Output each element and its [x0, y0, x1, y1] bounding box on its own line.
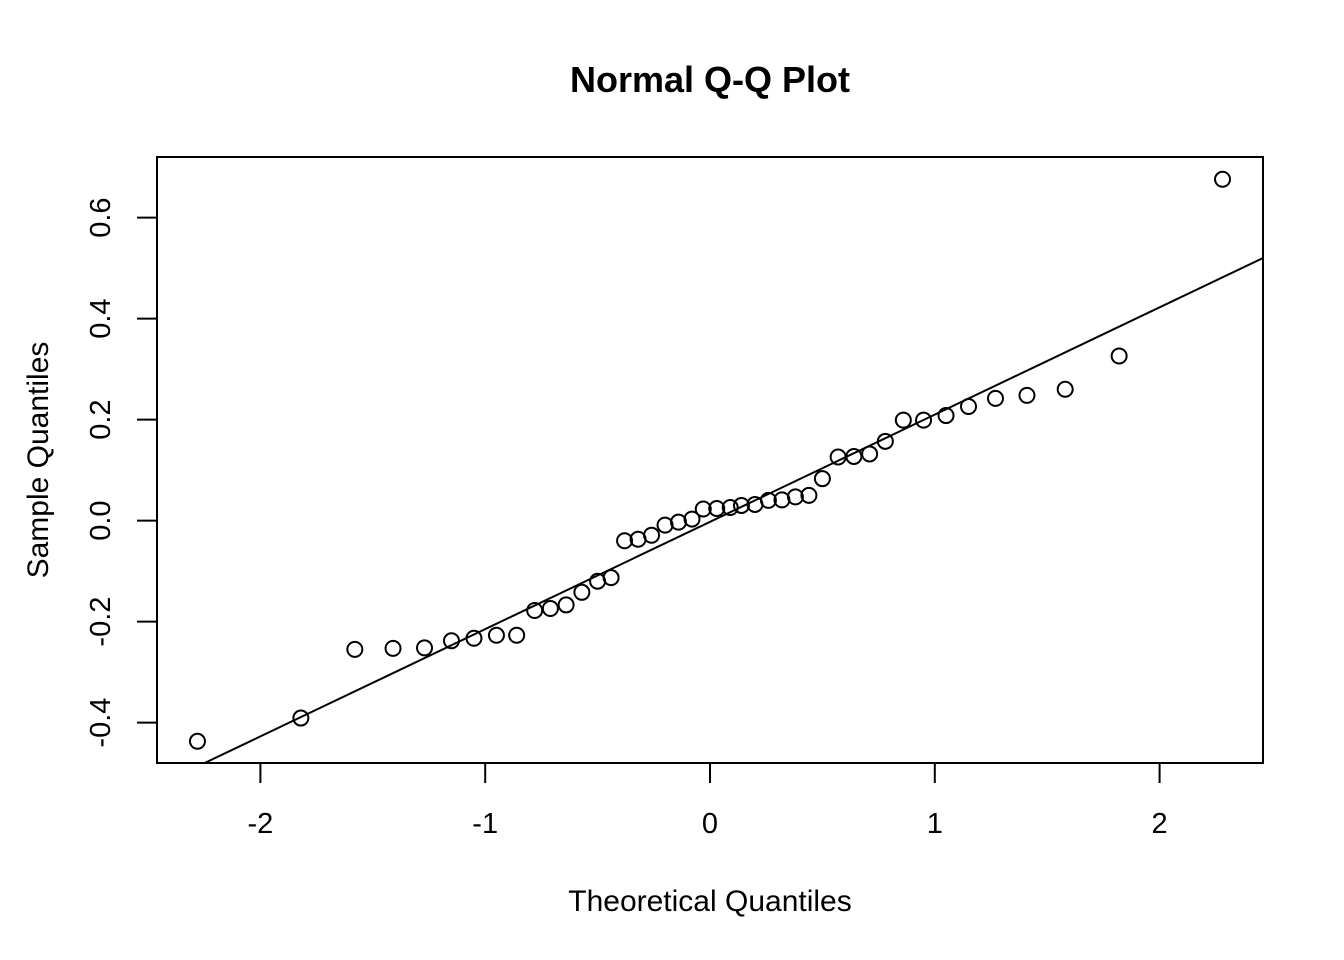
plot-frame — [156, 156, 1264, 764]
data-point — [960, 397, 978, 415]
data-point — [557, 596, 575, 614]
data-point — [683, 510, 701, 528]
y-tick-label: 0.6 — [85, 197, 117, 237]
data-point — [937, 407, 955, 425]
data-point — [416, 639, 434, 657]
x-tick-label: 1 — [927, 808, 943, 840]
chart-title: Normal Q-Q Plot — [570, 59, 850, 100]
data-point — [876, 432, 894, 450]
data-point — [845, 447, 863, 465]
data-point — [829, 448, 847, 466]
y-tick-label: 0.4 — [85, 298, 117, 338]
data-point — [670, 513, 688, 531]
data-point — [573, 583, 591, 601]
data-point — [602, 569, 620, 587]
data-point — [465, 629, 483, 647]
data-point — [721, 498, 739, 516]
data-point — [292, 709, 310, 727]
x-tick-label: -2 — [248, 808, 274, 840]
data-point — [1214, 170, 1232, 188]
y-tick-label: 0.0 — [85, 500, 117, 540]
data-point — [813, 470, 831, 488]
data-point — [1018, 386, 1036, 404]
y-tick-label: 0.2 — [85, 399, 117, 439]
data-point — [708, 499, 726, 517]
data-point — [442, 632, 460, 650]
y-tick-label: -0.4 — [85, 698, 117, 748]
data-point — [915, 411, 933, 429]
x-tick-label: -1 — [472, 808, 498, 840]
data-point — [694, 500, 712, 518]
data-point — [508, 626, 526, 644]
data-point — [616, 532, 634, 550]
data-point — [656, 516, 674, 534]
data-point — [986, 389, 1004, 407]
x-tick-label: 0 — [702, 808, 718, 840]
x-tick-label: 2 — [1152, 808, 1168, 840]
data-point — [786, 488, 804, 506]
x-axis: -2 -1 0 1 2 — [248, 762, 1168, 840]
x-axis-label: Theoretical Quantiles — [568, 885, 851, 918]
data-point — [894, 411, 912, 429]
y-axis-label: Sample Quantiles — [22, 342, 55, 579]
data-point — [487, 626, 505, 644]
data-point — [541, 599, 559, 617]
reference-line — [202, 257, 1263, 763]
data-point — [1110, 347, 1128, 365]
data-point — [732, 496, 750, 514]
data-point — [384, 639, 402, 657]
data-points — [188, 170, 1232, 750]
data-point — [861, 445, 879, 463]
y-axis: -0.4 -0.2 0.0 0.2 0.4 0.6 — [85, 197, 158, 748]
data-point — [643, 526, 661, 544]
data-point — [759, 491, 777, 509]
data-point — [800, 486, 818, 504]
data-point — [346, 640, 364, 658]
y-tick-label: -0.2 — [85, 597, 117, 647]
data-point — [1056, 380, 1074, 398]
data-point — [188, 732, 206, 750]
